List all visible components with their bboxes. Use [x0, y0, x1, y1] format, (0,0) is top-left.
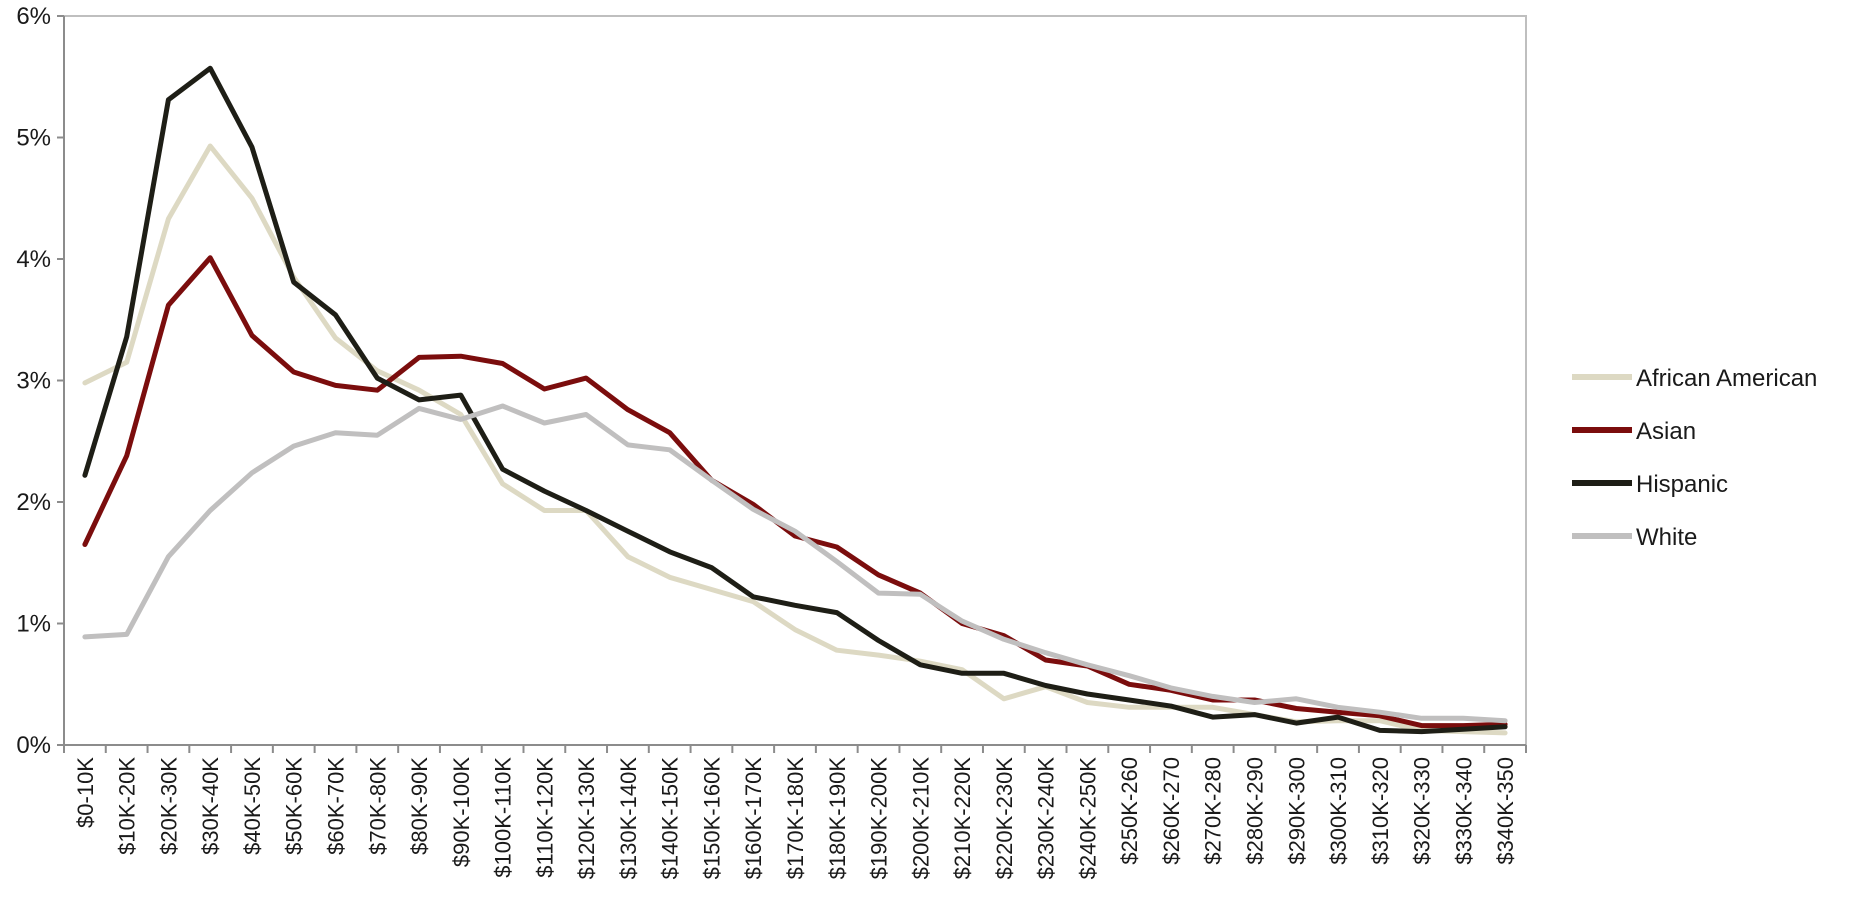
x-tick-label: $210K-220K: [950, 757, 975, 880]
x-tick-label: $160K-170K: [741, 757, 766, 880]
series-line-white: [85, 406, 1505, 721]
x-tick-label: $0-10K: [73, 757, 98, 828]
x-tick-label: $170K-180K: [783, 757, 808, 880]
y-tick-label: 3%: [16, 368, 51, 395]
x-tick-label: $40K-50K: [240, 757, 265, 855]
x-tick-label: $90K-100K: [449, 757, 474, 867]
x-tick-label: $200K-210K: [908, 757, 933, 880]
x-tick-label: $10K-20K: [115, 757, 140, 855]
x-tick-label: $280K-290: [1242, 757, 1267, 865]
legend-label: Hispanic: [1636, 471, 1728, 498]
legend: African American Asian Hispanic White: [1572, 365, 1817, 551]
x-tick-label: $20K-30K: [156, 757, 181, 855]
plot-frame: [64, 16, 1526, 745]
x-tick-label: $220K-230K: [992, 757, 1017, 880]
x-tick-label: $250K-260: [1117, 757, 1142, 865]
x-tick-label: $340K-350: [1493, 757, 1518, 865]
x-axis-ticks: $0-10K $10K-20K $20K-30K $30K-40K $40K-50K $5…: [64, 745, 1526, 879]
x-tick-label: $150K-160K: [699, 757, 724, 880]
y-tick-label: 6%: [16, 3, 51, 30]
y-tick-label: 2%: [16, 489, 51, 516]
x-tick-label: $230K-240K: [1034, 757, 1059, 880]
legend-label: White: [1636, 524, 1697, 551]
y-tick-label: 5%: [16, 125, 51, 152]
x-tick-label: $300K-310: [1326, 757, 1351, 865]
series-lines: [85, 68, 1505, 733]
x-tick-label: $60K-70K: [324, 757, 349, 855]
x-tick-label: $320K-330: [1410, 757, 1435, 865]
x-tick-label: $100K-110K: [491, 757, 516, 878]
x-tick-label: $110K-120K: [532, 757, 557, 878]
y-tick-label: 1%: [16, 611, 51, 638]
x-tick-label: $80K-90K: [407, 757, 432, 855]
x-tick-label: $260K-270: [1159, 757, 1184, 865]
x-tick-label: $330K-340: [1451, 757, 1476, 865]
y-tick-label: 4%: [16, 246, 51, 273]
x-tick-label: $290K-300: [1284, 757, 1309, 865]
x-tick-label: $180K-190K: [825, 757, 850, 880]
x-tick-label: $240K-250K: [1075, 757, 1100, 880]
x-tick-label: $70K-80K: [365, 757, 390, 855]
x-tick-label: $50K-60K: [282, 757, 307, 855]
legend-label: Asian: [1636, 418, 1696, 445]
series-line-african-american: [85, 146, 1505, 733]
x-tick-label: $270K-280: [1201, 757, 1226, 865]
x-tick-label: $140K-150K: [658, 757, 683, 880]
y-axis-ticks: 0% 1% 2% 3% 4% 5% 6%: [16, 3, 64, 759]
x-tick-label: $30K-40K: [198, 757, 223, 855]
y-tick-label: 0%: [16, 732, 51, 759]
legend-label: African American: [1636, 365, 1817, 392]
x-tick-label: $190K-200K: [867, 757, 892, 880]
x-tick-label: $120K-130K: [574, 757, 599, 880]
series-line-asian: [85, 258, 1505, 726]
x-tick-label: $130K-140K: [616, 757, 641, 880]
x-tick-label: $310K-320: [1368, 757, 1393, 865]
